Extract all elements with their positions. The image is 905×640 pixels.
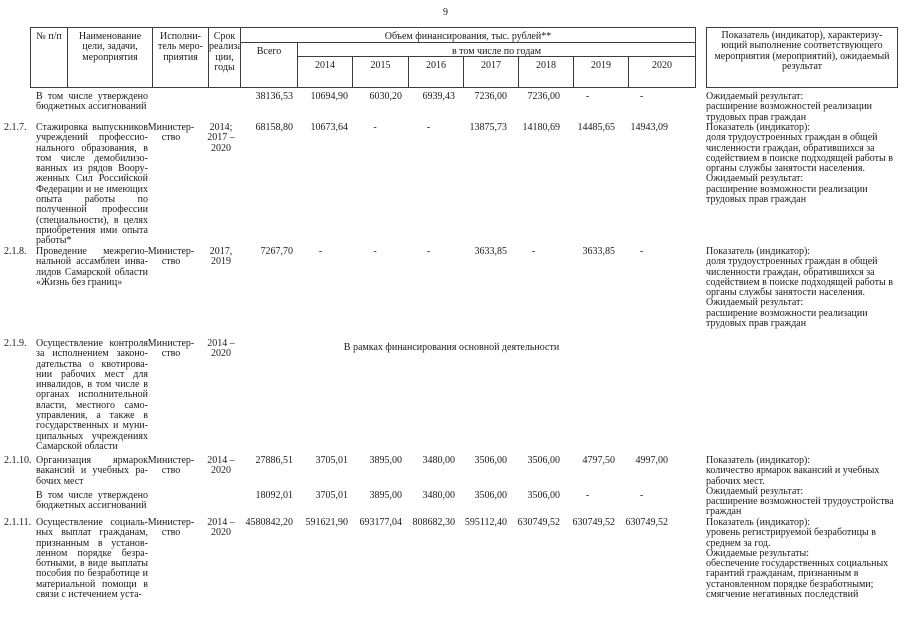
value-2018: 3506,00 bbox=[527, 455, 561, 466]
indicator-text: Показатель (индикатор): количество ярмар… bbox=[706, 455, 894, 518]
value-2017: 3633,85 bbox=[474, 246, 508, 257]
value-2017: 7236,00 bbox=[474, 91, 508, 102]
executor: Министер­ство bbox=[147, 455, 195, 477]
term-years: 2014 – 2020 bbox=[207, 455, 235, 477]
value-2020: 630749,52 bbox=[625, 517, 669, 528]
value-2018: 7236,00 bbox=[527, 91, 561, 102]
term-years: 2014; 2017 – 2020 bbox=[207, 122, 235, 154]
value-2015: 3895,00 bbox=[369, 455, 403, 466]
value-2019: 630749,52 bbox=[572, 517, 616, 528]
header-year-2020: 2020 bbox=[652, 60, 672, 71]
activity-name: В том числе утверждено бюджетных ассигно… bbox=[36, 91, 148, 113]
value-total: 7267,70 bbox=[260, 246, 294, 257]
value-2015: - bbox=[373, 122, 377, 133]
value-2014: 10673,64 bbox=[310, 122, 349, 133]
header-name: Наименование цели, задачи, мероприятия bbox=[68, 28, 153, 87]
activity-name: Стажировка выпускников учреждений профес… bbox=[36, 122, 148, 247]
executor: Министер­ство bbox=[147, 246, 195, 268]
table-header: № п/п Наименование цели, задачи, меропри… bbox=[30, 27, 696, 88]
term-years: 2014 – 2020 bbox=[207, 517, 235, 539]
term-years: 2017, 2019 bbox=[209, 246, 233, 268]
header-indicator: Показатель (индикатор), характеризу­ющий… bbox=[706, 27, 898, 88]
header-num: № п/п bbox=[31, 28, 68, 87]
value-2017: 3506,00 bbox=[474, 455, 508, 466]
value-2015: 3895,00 bbox=[369, 490, 403, 501]
value-2016: - bbox=[426, 246, 431, 257]
header-year-2019: 2019 bbox=[574, 57, 629, 87]
executor: Министер­ство bbox=[147, 122, 195, 144]
value-2014: 3705,01 bbox=[315, 455, 349, 466]
term-years: 2014 – 2020 bbox=[207, 338, 235, 360]
activity-name: Осуществление контроля за исполнением за… bbox=[36, 338, 148, 452]
value-total: 68158,80 bbox=[255, 122, 294, 133]
executor: Министер­ство bbox=[147, 517, 195, 539]
header-by-years: в том числе по годам bbox=[298, 43, 695, 57]
value-2020: - bbox=[639, 246, 644, 257]
value-2017: 595112,40 bbox=[464, 517, 507, 528]
header-year-2016: 2016 bbox=[409, 57, 464, 87]
row-number: 2.1.11. bbox=[4, 517, 32, 528]
value-2020: - bbox=[639, 91, 644, 102]
value-2014: - bbox=[318, 246, 323, 257]
value-2017: 3506,00 bbox=[474, 490, 508, 501]
header-year-2014: 2014 bbox=[298, 57, 353, 87]
value-total: 4580842,20 bbox=[245, 517, 294, 528]
value-total: 18092,01 bbox=[255, 490, 294, 501]
value-2020: - bbox=[639, 490, 644, 501]
value-2015: 693177,04 bbox=[359, 517, 403, 528]
executor: Министер­ство bbox=[147, 338, 195, 360]
activity-name: Осуществление социаль­ных выплат граждан… bbox=[36, 517, 148, 601]
value-2020: 14943,09 bbox=[630, 122, 669, 133]
header-term: Срок реализа­ции, годы bbox=[209, 28, 241, 87]
row-number: 2.1.9. bbox=[4, 338, 27, 349]
value-total: 38136,53 bbox=[255, 91, 294, 102]
value-2016: 808682,30 bbox=[412, 517, 456, 528]
value-2019: - bbox=[585, 490, 590, 501]
header-year-2015: 2015 bbox=[353, 57, 409, 87]
activity-name: Проведение межрегио­нальной ассамблеи ин… bbox=[36, 246, 148, 288]
financing-note: В рамках финансирования основной деятель… bbox=[343, 342, 560, 353]
value-2019: - bbox=[585, 91, 590, 102]
activity-name: Организация ярмарок вакансий и учебных р… bbox=[36, 455, 148, 487]
value-2018: 630749,52 bbox=[517, 517, 561, 528]
header-total: Всего bbox=[241, 43, 298, 87]
row-number: 2.1.10. bbox=[4, 455, 32, 466]
value-2014: 10694,90 bbox=[310, 91, 349, 102]
header-year-2017: 2017 bbox=[464, 57, 519, 87]
value-2015: - bbox=[373, 246, 377, 257]
value-2015: 6030,20 bbox=[369, 91, 403, 102]
value-2017: 13875,73 bbox=[469, 122, 508, 133]
value-2018: 3506,00 bbox=[527, 490, 561, 501]
value-2016: - bbox=[426, 122, 431, 133]
row-number: 2.1.8. bbox=[4, 246, 27, 257]
value-2014: 591621,90 bbox=[305, 517, 349, 528]
page-number: 9 bbox=[443, 7, 448, 18]
value-2019: 4797,50 bbox=[582, 455, 616, 466]
value-2014: 3705,01 bbox=[315, 490, 349, 501]
activity-name: В том числе утверждено бюджетных ассигно… bbox=[36, 490, 148, 512]
indicator-text: Показатель (индикатор): доля трудоустрое… bbox=[706, 246, 893, 330]
value-2016: 3480,00 bbox=[422, 455, 456, 466]
value-2018: 14180,69 bbox=[522, 122, 561, 133]
row-number: 2.1.7. bbox=[4, 122, 27, 133]
value-2018: - bbox=[531, 246, 536, 257]
value-2019: 14485,65 bbox=[577, 122, 616, 133]
value-2016: 3480,00 bbox=[422, 490, 456, 501]
value-total: 27886,51 bbox=[255, 455, 294, 466]
value-2020: 4997,00 bbox=[635, 455, 669, 466]
header-financing: Объем финансирования, тыс. рублей** bbox=[241, 28, 695, 43]
header-executor: Исполни­тель меро­приятия bbox=[153, 28, 209, 87]
indicator-text: Ожидаемый результат: расширение возможно… bbox=[706, 91, 873, 123]
value-2019: 3633,85 bbox=[582, 246, 616, 257]
value-2016: 6939,43 bbox=[422, 91, 456, 102]
indicator-text: Показатель (индикатор): уровень регистри… bbox=[706, 517, 889, 601]
indicator-text: Показатель (индикатор): доля трудоустрое… bbox=[706, 122, 893, 206]
header-year-2018: 2018 bbox=[519, 57, 574, 87]
